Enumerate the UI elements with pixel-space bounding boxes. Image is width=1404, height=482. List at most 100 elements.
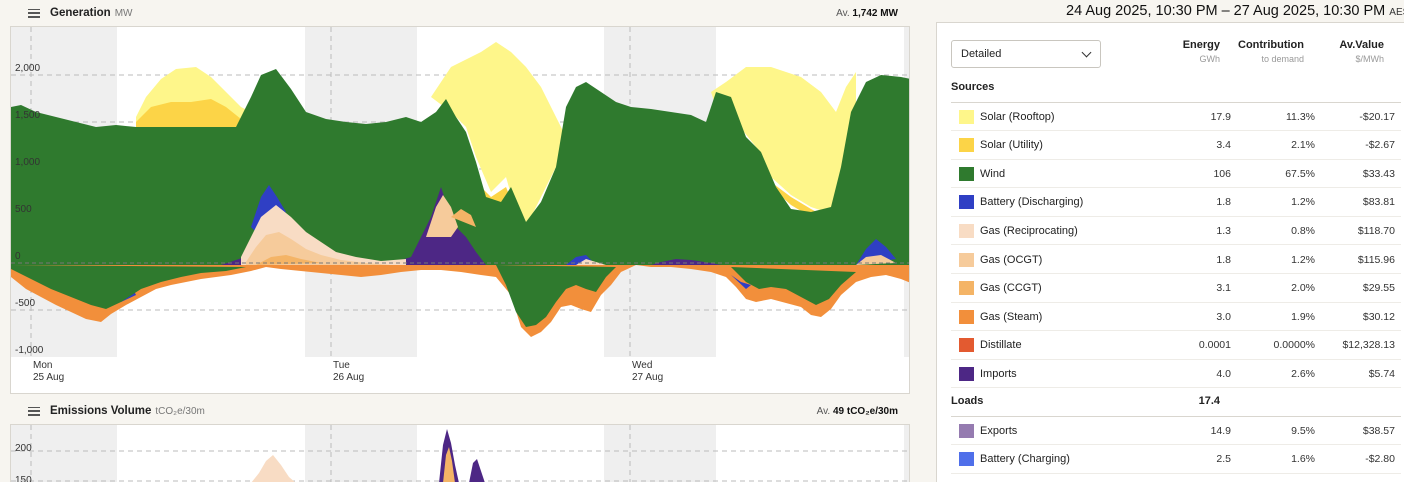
table-row[interactable]: Battery (Charging) 2.5 1.6% -$2.80 [951, 446, 1401, 474]
area-gas-reciprocating [241, 205, 606, 265]
table-row[interactable]: Gas (Steam) 3.0 1.9% $30.12 [951, 303, 1401, 332]
row-label: Battery (Charging) [980, 453, 1070, 466]
table-row[interactable]: Wind 106 67.5% $33.43 [951, 160, 1401, 189]
area-gas-ccgt [256, 209, 476, 265]
divider [951, 416, 1401, 417]
legend-swatch [959, 281, 974, 296]
night-band [305, 425, 417, 482]
column-header-energy[interactable]: Energy GWh [1182, 39, 1220, 64]
legend-swatch [959, 195, 974, 210]
table-row[interactable]: Gas (Reciprocating) 1.3 0.8% $118.70 [951, 217, 1401, 246]
legend-swatch [959, 166, 974, 181]
legend-swatch [959, 109, 974, 124]
night-band [904, 425, 909, 482]
emissions-header: Emissions Volume tCO₂e/30m Av. 49 tCO₂e/… [10, 399, 910, 423]
generation-menu-icon[interactable] [28, 8, 40, 18]
column-header-contribution[interactable]: Contribution to demand [1238, 39, 1304, 64]
area-gas-steam-neg [11, 265, 856, 327]
column-header-value[interactable]: Av.Value $/MWh [1339, 39, 1384, 64]
row-value: $30.12 [1362, 310, 1395, 323]
date-range[interactable]: 24 Aug 2025, 10:30 PM – 27 Aug 2025, 10:… [1066, 3, 1404, 19]
row-energy: 1.8 [1216, 253, 1231, 266]
table-row[interactable]: Exports 14.9 9.5% $38.57 [951, 417, 1401, 445]
row-value: $12,328.13 [1342, 339, 1395, 352]
night-band [604, 425, 716, 482]
row-label: Wind [980, 167, 1006, 180]
legend-swatch [959, 338, 974, 353]
legend-swatch [959, 366, 974, 381]
y-tick-label: 500 [15, 204, 32, 215]
generation-unit: MW [114, 7, 133, 19]
row-value: -$2.80 [1365, 453, 1395, 466]
table-row[interactable]: Solar (Utility) 3.4 2.1% -$2.67 [951, 132, 1401, 160]
emissions-menu-icon[interactable] [28, 406, 40, 416]
area-solar-rooftop [136, 42, 856, 227]
row-value: -$2.67 [1365, 139, 1395, 152]
view-mode-select[interactable]: Detailed [951, 40, 1101, 68]
row-energy: 0.0001 [1198, 339, 1231, 352]
row-label: Distillate [980, 339, 1022, 352]
divider [951, 102, 1401, 103]
generation-chart-svg[interactable]: 2,000 1,500 1,000 500 0 -500 -1,000 Mon … [11, 27, 910, 394]
x-tick-day: Mon [33, 360, 52, 371]
date-range-timezone: AEST [1389, 7, 1404, 18]
row-value: -$20.17 [1359, 110, 1395, 123]
row-energy: 4.0 [1216, 367, 1231, 380]
row-energy: 17.9 [1210, 110, 1231, 123]
row-value: $5.74 [1368, 367, 1395, 380]
legend-swatch [959, 138, 974, 153]
table-row[interactable]: Battery (Discharging) 1.8 1.2% $83.81 [951, 189, 1401, 217]
y-tick-label: -1,000 [15, 345, 44, 356]
table-row[interactable]: Gas (OCGT) 1.8 1.2% $115.96 [951, 246, 1401, 274]
x-tick-date: 27 Aug [632, 372, 663, 383]
row-label: Solar (Utility) [980, 139, 1043, 152]
row-label: Gas (Reciprocating) [980, 224, 1078, 237]
row-value: $115.96 [1357, 253, 1395, 266]
row-value: $83.81 [1362, 196, 1395, 209]
row-energy: 14.9 [1210, 424, 1231, 437]
night-band [11, 425, 117, 482]
emissions-chart[interactable]: 200 150 [10, 424, 910, 482]
row-contribution: 1.6% [1291, 453, 1315, 466]
row-label: Imports [980, 367, 1017, 380]
row-contribution: 9.5% [1291, 424, 1315, 437]
legend-swatch [959, 452, 974, 467]
y-tick-label: 1,500 [15, 110, 40, 121]
table-row[interactable]: Solar (Rooftop) 17.9 11.3% -$20.17 [951, 103, 1401, 131]
summary-table: Detailed Energy GWh Contribution to dema… [936, 22, 1404, 482]
y-tick-label: -500 [15, 298, 35, 309]
y-tick-label: 1,000 [15, 157, 40, 168]
row-label: Gas (CCGT) [980, 282, 1042, 295]
emissions-chart-svg[interactable]: 200 150 [11, 425, 910, 482]
area-wind [11, 69, 909, 265]
x-axis-band [11, 357, 909, 393]
table-row[interactable]: Imports 4.0 2.6% $5.74 [951, 360, 1401, 389]
row-label: Gas (OCGT) [980, 253, 1043, 266]
generation-chart[interactable]: 2,000 1,500 1,000 500 0 -500 -1,000 Mon … [10, 26, 910, 394]
legend-swatch [959, 252, 974, 267]
row-contribution: 1.2% [1291, 253, 1315, 266]
row-contribution: 1.9% [1291, 310, 1315, 323]
row-energy: 3.1 [1216, 282, 1231, 295]
area-solar-utility [136, 99, 856, 239]
legend-swatch [959, 223, 974, 238]
table-row[interactable]: Gas (CCGT) 3.1 2.0% $29.55 [951, 275, 1401, 303]
emissions-average: Av. 49 tCO₂e/30m [816, 405, 898, 417]
row-energy: 3.4 [1216, 139, 1231, 152]
emissions-y-tick-label: 200 [15, 443, 32, 454]
chevron-down-icon [1081, 47, 1092, 57]
row-contribution: 0.8% [1291, 224, 1315, 237]
row-contribution: 2.0% [1291, 282, 1315, 295]
row-contribution: 67.5% [1285, 167, 1315, 180]
emissions-area-gas-ccgt [443, 447, 455, 482]
legend-swatch [959, 423, 974, 438]
row-energy: 1.8 [1216, 196, 1231, 209]
emissions-y-tick-label: 150 [15, 475, 32, 482]
row-label: Exports [980, 424, 1018, 437]
table-row[interactable]: Distillate 0.0001 0.0000% $12,328.13 [951, 332, 1401, 360]
row-contribution: 11.3% [1286, 110, 1315, 123]
row-value: $38.57 [1362, 424, 1395, 437]
area-gas-ocgt [246, 195, 896, 265]
x-tick-date: 25 Aug [33, 372, 64, 383]
row-contribution: 0.0000% [1273, 339, 1315, 352]
